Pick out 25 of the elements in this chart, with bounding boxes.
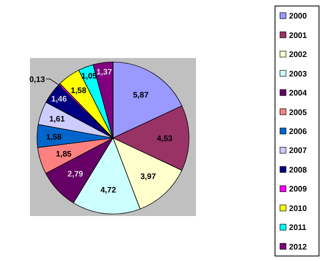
data-label: 1,37 (96, 68, 113, 77)
legend-label: 2009 (289, 184, 308, 194)
data-label: 1,58 (70, 86, 87, 95)
legend-label: 2003 (289, 69, 308, 78)
legend-label: 2008 (289, 165, 308, 174)
legend-label: 2007 (289, 146, 308, 156)
data-label: 0,13 (29, 74, 46, 84)
legend-label: 2012 (289, 242, 308, 252)
legend-label: 2002 (289, 50, 308, 60)
data-label: 4,72 (100, 185, 117, 194)
legend-label: 2005 (289, 108, 308, 117)
data-label: 5,87 (132, 90, 150, 100)
legend-label: 2010 (289, 204, 308, 213)
data-label: 1,46 (51, 94, 68, 104)
data-label: 1,61 (49, 114, 66, 124)
legend-label: 2006 (289, 127, 308, 136)
legend-label: 2011 (289, 223, 307, 232)
data-label: 1,85 (56, 150, 72, 159)
data-label: 4,53 (156, 134, 174, 144)
data-label: 3,97 (140, 172, 156, 181)
legend-label: 2001 (289, 30, 308, 40)
legend-label: 2004 (289, 88, 308, 98)
legend-label: 2000 (289, 12, 308, 21)
data-label: 1,58 (46, 132, 62, 142)
data-label: 2,79 (68, 169, 84, 178)
